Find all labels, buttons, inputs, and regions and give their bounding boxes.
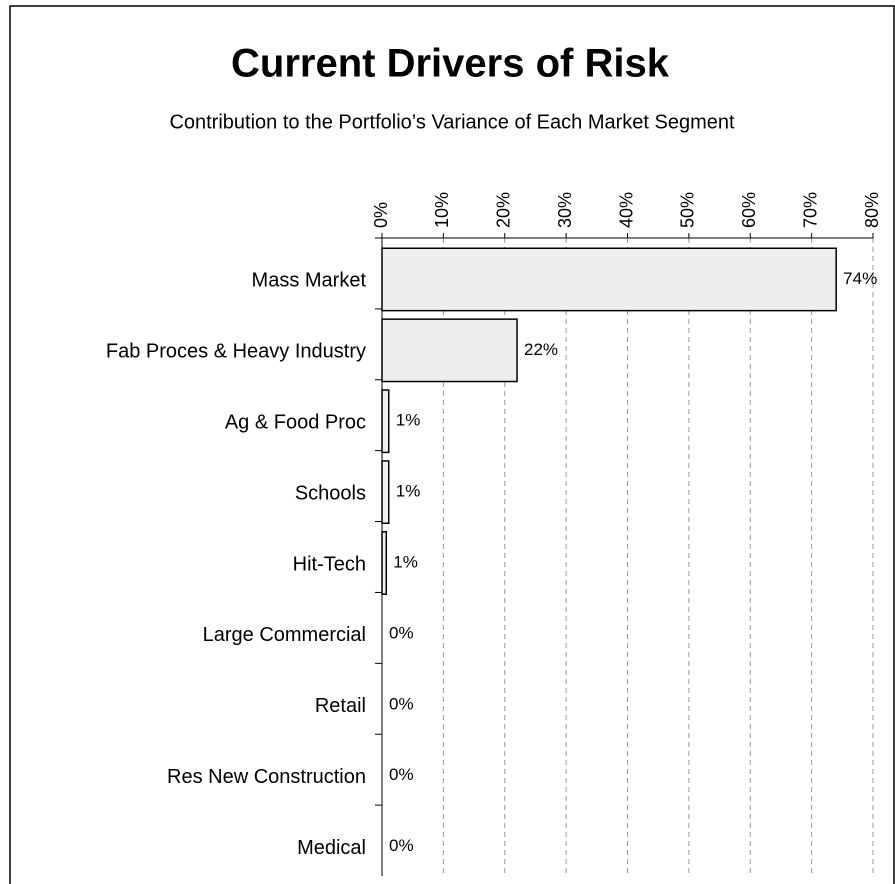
x-tick-label: 50% — [678, 192, 698, 228]
value-label: 0% — [389, 836, 414, 855]
x-tick-label: 20% — [494, 192, 514, 228]
value-label: 0% — [389, 765, 414, 784]
x-tick-label: 10% — [432, 192, 452, 228]
y-tick-label: Medical — [297, 837, 366, 859]
y-tick-label: Schools — [295, 482, 366, 504]
x-tick-label: 60% — [739, 192, 759, 228]
value-label: 1% — [396, 482, 421, 501]
value-label: 0% — [389, 623, 414, 642]
bar — [381, 531, 388, 595]
frame — [9, 5, 895, 884]
value-label: 74% — [843, 269, 877, 288]
value-label: 22% — [524, 340, 558, 359]
bar — [381, 389, 390, 454]
y-tick-label: Fab Proces & Heavy Industry — [106, 341, 366, 363]
value-label: 1% — [393, 552, 418, 571]
bar — [381, 460, 390, 525]
y-tick-label: Hit-Tech — [293, 553, 366, 575]
x-tick-label: 80% — [862, 192, 882, 228]
x-tick-label: 0% — [371, 202, 391, 228]
y-tick-label: Large Commercial — [203, 624, 366, 646]
x-tick-label: 40% — [616, 192, 636, 228]
x-tick-label: 70% — [800, 192, 820, 228]
x-tick-label: 30% — [555, 192, 575, 228]
chart-subtitle: Contribution to the Portfolio’s Variance… — [169, 111, 735, 133]
y-tick-label: Mass Market — [252, 270, 367, 292]
y-tick-label: Ag & Food Proc — [225, 412, 366, 434]
y-tick-label: Retail — [315, 695, 366, 717]
chart-title: Current Drivers of Risk — [231, 42, 670, 86]
bar — [381, 318, 518, 383]
value-label: 1% — [396, 411, 421, 430]
value-label: 0% — [389, 694, 414, 713]
bar — [381, 247, 837, 312]
y-tick-label: Res New Construction — [167, 766, 366, 788]
